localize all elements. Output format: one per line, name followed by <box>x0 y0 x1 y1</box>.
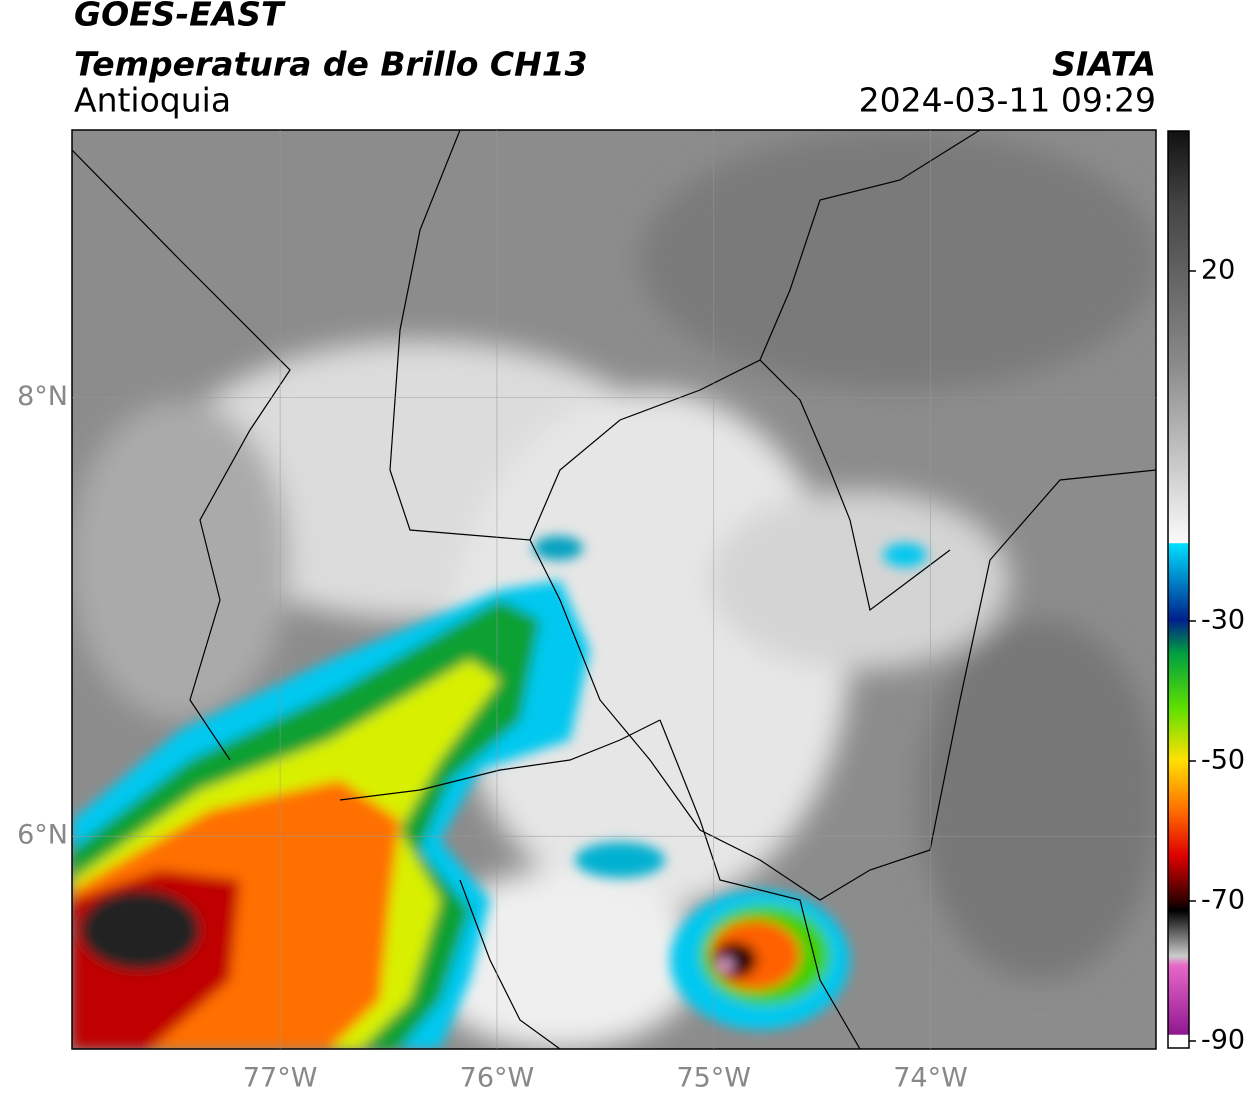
region: Antioquia <box>74 81 231 120</box>
x-tick-label: 74°W <box>893 1063 968 1094</box>
x-tick-label: 75°W <box>676 1063 751 1094</box>
colorbar-tick-label: -30 <box>1201 605 1245 636</box>
colorbar-tick-label: -50 <box>1201 745 1245 776</box>
x-tick-label: 77°W <box>243 1063 318 1094</box>
satellite-image <box>72 130 1156 1049</box>
colorbar-tick-label: -90 <box>1201 1025 1245 1056</box>
subtitle: Temperatura de Brillo CH13 <box>74 45 588 84</box>
y-tick-label: 8°N <box>17 381 68 412</box>
datetime: 2024-03-11 09:29 <box>859 81 1156 120</box>
colorbar-tick-label: -70 <box>1201 885 1245 916</box>
title: GOES-EAST <box>74 0 286 34</box>
y-tick-label: 6°N <box>17 820 68 851</box>
x-tick-label: 76°W <box>460 1063 535 1094</box>
map-frame <box>71 129 1157 1050</box>
colorbar-tick-label: 20 <box>1201 255 1235 286</box>
colorbar <box>1167 130 1190 1049</box>
source: SIATA <box>1052 45 1156 84</box>
